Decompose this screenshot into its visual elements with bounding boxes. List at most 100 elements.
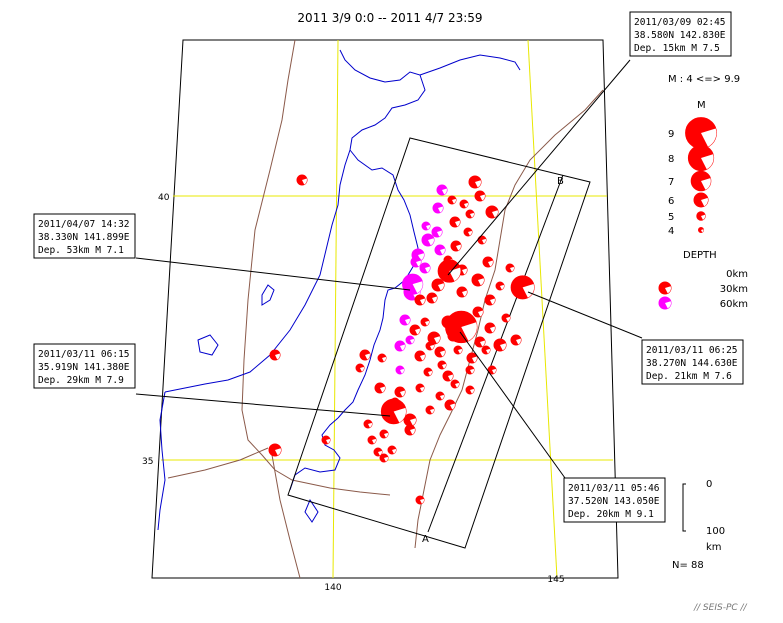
callout-3-line1: 2011/03/11 06:25 (646, 345, 738, 356)
leader-4 (459, 331, 566, 479)
epicenter-11 (450, 240, 462, 252)
callout-1-line3: Dep. 53km M 7.1 (38, 245, 124, 256)
epicenter-62 (444, 399, 456, 411)
callout-2-line2: 35.919N 141.380E (38, 362, 130, 373)
leader-2 (135, 393, 391, 417)
cross-section-line (427, 174, 564, 533)
epicenter-15 (471, 273, 485, 287)
callout-1-line1: 2011/04/07 14:32 (38, 219, 130, 230)
epicenter-41 (423, 367, 433, 377)
legend-m-symbol-2 (690, 170, 712, 192)
major-epicenter-3 (510, 275, 535, 300)
major-epicenter-0 (437, 259, 462, 283)
epicenter-3 (485, 205, 499, 219)
epicenter-49 (403, 413, 417, 427)
epicenter-35 (414, 350, 426, 362)
epicenter-43 (465, 365, 475, 375)
label-lat-40: 40 (158, 193, 170, 203)
map-frame (151, 39, 619, 579)
epicenter-21 (431, 278, 445, 292)
epicenter-44 (374, 382, 386, 394)
epicenter-69 (459, 199, 469, 209)
coast-west-lower (157, 391, 166, 531)
major-epicenter-4 (445, 310, 478, 344)
fault-west-spur (167, 447, 269, 479)
epicenter-51 (404, 424, 416, 436)
epicenter-67 (432, 202, 444, 214)
legend-m-symbol-1 (687, 144, 715, 172)
callout-leaders (135, 59, 643, 479)
epicenter-12 (463, 227, 473, 237)
coast-hokkaido-south (339, 49, 426, 151)
legend-depth-label-2: 60km (720, 299, 748, 310)
legend-m-label-3: 6 (668, 196, 674, 207)
section-label-b: B (557, 176, 564, 187)
legend-scale-top: 0 (706, 479, 712, 490)
coast-honshu-west (164, 149, 351, 393)
leader-1 (135, 257, 411, 291)
epicenter-29 (484, 322, 496, 334)
legend-depth-label-1: 30km (720, 284, 748, 295)
cross-section-box (287, 137, 591, 549)
major-epicenter-2 (380, 398, 407, 425)
epicenter-73 (421, 221, 431, 231)
epicenter-6 (431, 226, 443, 238)
epicenter-78 (501, 313, 511, 323)
label-lat-35: 35 (142, 457, 153, 467)
epicenter-59 (415, 495, 425, 505)
epicenter-0 (436, 184, 448, 196)
legend-m-label-2: 7 (668, 177, 674, 188)
epicenter-53 (367, 435, 377, 445)
epicenter-23 (399, 314, 411, 326)
legend-depth-symbol-2 (658, 296, 672, 310)
callout-0: 2011/03/09 02:45 38.580N 142.830E Dep. 1… (629, 11, 732, 57)
coast-honshu-east (337, 149, 419, 419)
epicenter-32 (466, 352, 478, 364)
epicenter-19 (505, 263, 515, 273)
epicenter-71 (269, 349, 281, 361)
epicenter-39 (359, 349, 371, 361)
legend-m-range: M : 4 <=> 9.9 (668, 74, 740, 85)
epicenter-14 (482, 256, 494, 268)
legend-scale-unit: km (706, 542, 722, 553)
legend-m-label-4: 5 (668, 212, 674, 223)
epicenter-25 (420, 317, 430, 327)
epicenter-74 (410, 256, 422, 268)
epicenter-10 (434, 244, 446, 256)
callout-4-line3: Dep. 20km M 9.1 (568, 509, 654, 520)
fault-south (271, 454, 301, 579)
epicenter-13 (477, 235, 487, 245)
legend-depth-symbol-1 (658, 281, 672, 295)
epicenter-76 (437, 360, 447, 370)
epicenter-33 (453, 345, 463, 355)
legend-m-title: M (697, 100, 706, 111)
callout-2-line1: 2011/03/11 06:15 (38, 349, 130, 360)
coast-noto (197, 334, 219, 356)
epicenter-47 (435, 391, 445, 401)
epicenter-18 (495, 281, 505, 291)
callout-0-line2: 38.580N 142.830E (634, 30, 726, 41)
epicenter-2 (474, 190, 486, 202)
epicenter-7 (421, 233, 435, 247)
callout-3-line2: 38.270N 144.630E (646, 358, 738, 369)
epicenter-45 (394, 386, 406, 398)
epicenter-72 (268, 443, 282, 457)
epicenter-46 (415, 383, 425, 393)
coast-hokkaido-east (419, 54, 521, 76)
callout-2-line3: Dep. 29km M 7.9 (38, 375, 124, 386)
callout-1-line2: 38.330N 141.899E (38, 232, 130, 243)
epicenter-64 (465, 385, 475, 395)
epicenter-70 (296, 174, 308, 186)
legend-depth-bar (682, 483, 686, 532)
leader-3 (527, 291, 643, 339)
epicenter-16 (456, 286, 468, 298)
legend-depth-label-0: 0km (726, 269, 748, 280)
callout-4-line1: 2011/03/11 05:46 (568, 483, 660, 494)
leader-0 (447, 59, 631, 276)
epicenter-75 (426, 292, 438, 304)
epicenter-58 (321, 435, 331, 445)
legend-depth-scale: 0km 30km 60km (658, 269, 748, 310)
callout-1: 2011/04/07 14:32 38.330N 141.899E Dep. 5… (33, 213, 136, 259)
